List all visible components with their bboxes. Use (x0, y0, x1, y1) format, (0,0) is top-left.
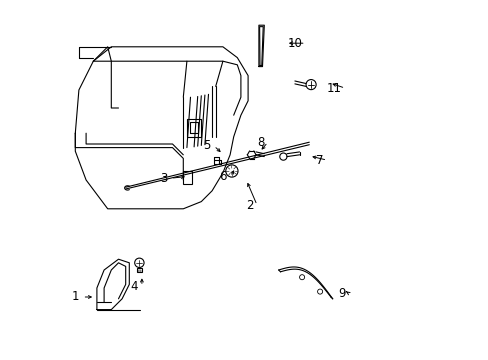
Bar (137, 270, 141, 272)
Bar (183, 171, 192, 184)
Text: 11: 11 (326, 82, 341, 95)
Text: 4: 4 (130, 280, 138, 293)
Text: 5: 5 (203, 139, 210, 152)
Text: 10: 10 (286, 37, 302, 50)
Text: 2: 2 (245, 199, 253, 212)
Text: 1: 1 (71, 291, 79, 303)
Text: 9: 9 (337, 287, 345, 300)
Text: 3: 3 (160, 172, 167, 185)
Text: 8: 8 (256, 136, 264, 149)
Text: 7: 7 (316, 154, 323, 167)
Text: 6: 6 (219, 170, 226, 183)
Bar (137, 268, 142, 272)
